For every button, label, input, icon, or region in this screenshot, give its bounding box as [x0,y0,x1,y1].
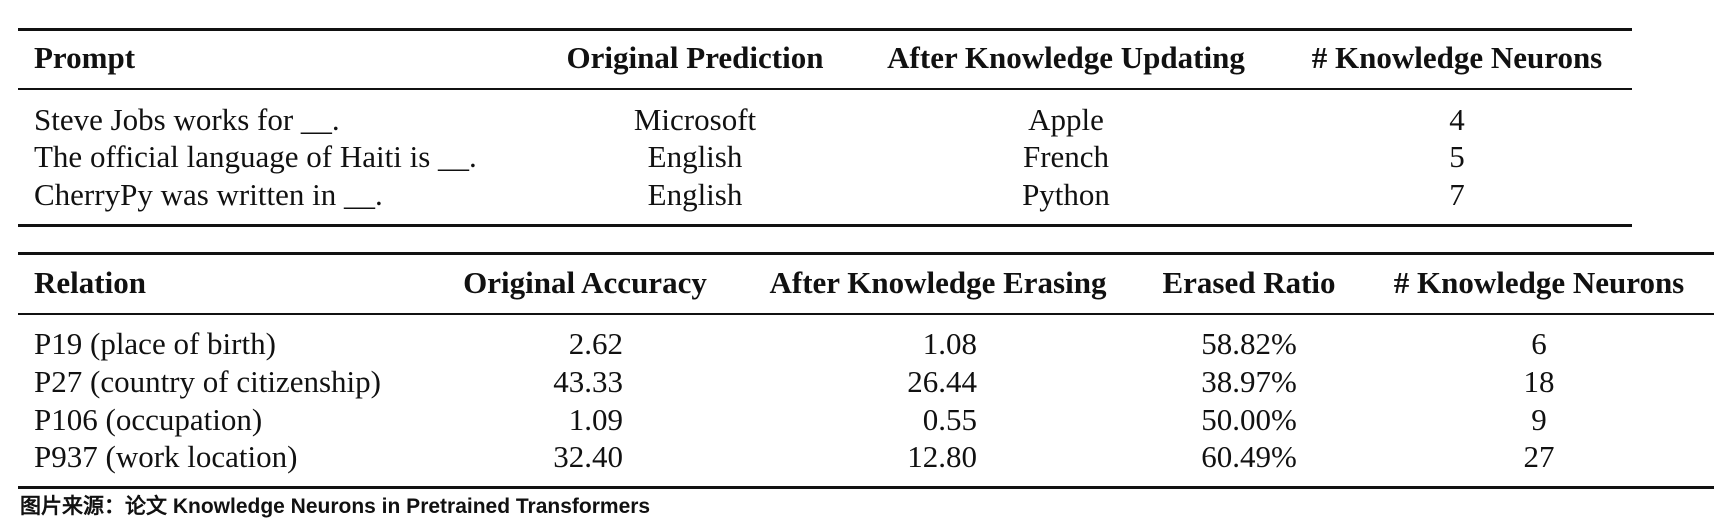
bottom-rule [18,486,1714,489]
original-prediction-cell: English [647,177,743,212]
after-erasing-cell: 0.55 [922,402,977,437]
neurons-cell: 27 [1523,439,1555,474]
col-header-knowledge-neurons: # Knowledge Neurons [1393,265,1685,300]
prompt-cell: Steve Jobs works for __. [34,102,340,137]
neurons-cell: 9 [1531,402,1547,437]
erased-ratio-cell: 38.97% [1201,364,1297,399]
after-erasing-cell: 12.80 [907,439,977,474]
original-prediction-cell: Microsoft [633,102,757,137]
neurons-cell: 18 [1523,364,1555,399]
original-prediction-cell: English [647,139,743,174]
original-accuracy-cell: 1.09 [568,402,623,437]
col-header-original-accuracy: Original Accuracy [463,265,707,300]
col-header-relation: Relation [34,265,146,300]
figure-caption: 图片来源：论文 Knowledge Neurons in Pretrained … [20,495,651,518]
col-header-after-erasing: After Knowledge Erasing [769,265,1107,300]
neurons-cell: 6 [1531,326,1547,361]
col-header-original-prediction: Original Prediction [566,40,824,75]
after-erasing-cell: 26.44 [907,364,977,399]
relation-cell: P106 (occupation) [34,402,263,437]
after-updating-cell: Python [1022,177,1110,212]
neurons-cell: 4 [1449,102,1465,137]
erased-ratio-cell: 60.49% [1201,439,1297,474]
col-header-knowledge-neurons: # Knowledge Neurons [1311,40,1603,75]
relation-cell: P937 (work location) [34,439,298,474]
top-rule [18,28,1632,31]
relation-cell: P19 (place of birth) [34,326,276,361]
top-rule [18,252,1714,255]
header-rule [18,88,1632,90]
after-erasing-cell: 1.08 [922,326,977,361]
header-rule [18,313,1714,315]
prompt-cell: CherryPy was written in __. [34,177,383,212]
col-header-erased-ratio: Erased Ratio [1162,265,1336,300]
original-accuracy-cell: 32.40 [553,439,623,474]
relation-cell: P27 (country of citizenship) [34,364,381,399]
bottom-rule [18,224,1632,227]
original-accuracy-cell: 2.62 [568,326,623,361]
neurons-cell: 5 [1449,139,1465,174]
original-accuracy-cell: 43.33 [553,364,623,399]
erased-ratio-cell: 50.00% [1201,402,1297,437]
after-updating-cell: Apple [1028,102,1104,137]
after-updating-cell: French [1022,139,1110,174]
prompt-cell: The official language of Haiti is __. [34,139,477,174]
col-header-after-updating: After Knowledge Updating [887,40,1245,75]
erased-ratio-cell: 58.82% [1201,326,1297,361]
col-header-prompt: Prompt [34,40,136,75]
neurons-cell: 7 [1449,177,1465,212]
